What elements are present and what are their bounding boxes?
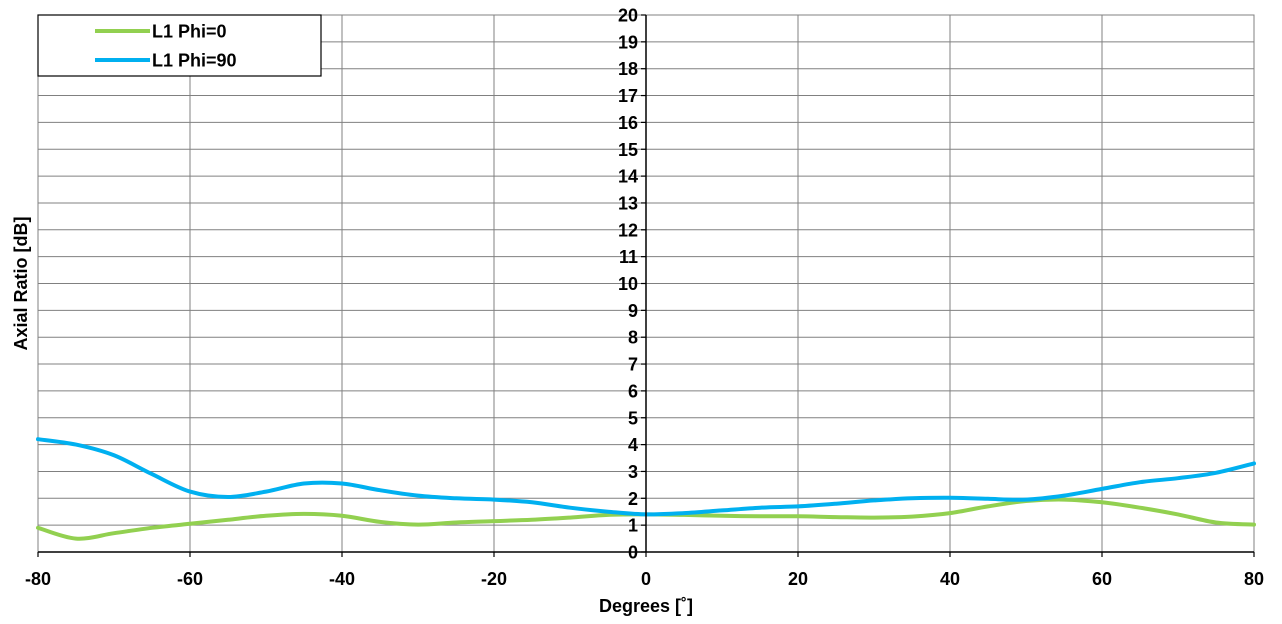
x-tick-label: 60 [1092, 569, 1112, 589]
y-tick-label: 4 [628, 435, 638, 455]
y-tick-label: 19 [618, 32, 638, 52]
y-tick-label: 5 [628, 408, 638, 428]
legend-label-phi0: L1 Phi=0 [152, 22, 227, 42]
y-tick-label: 14 [618, 167, 638, 187]
x-axis-title: Degrees [˚] [599, 596, 693, 616]
y-tick-label: 3 [628, 462, 638, 482]
y-tick-label: 1 [628, 516, 638, 536]
legend-box [37, 14, 322, 77]
y-tick-label: 20 [618, 6, 638, 26]
legend: L1 Phi=0 L1 Phi=90 [37, 14, 322, 77]
y-axis-title: Axial Ratio [dB] [11, 216, 31, 350]
x-tick-label: 80 [1244, 569, 1264, 589]
y-tick-label: 10 [618, 274, 638, 294]
x-tick-label: 0 [641, 569, 651, 589]
y-tick-label: 13 [618, 193, 638, 213]
y-tick-label: 11 [619, 247, 638, 267]
y-tick-label: 18 [618, 59, 638, 79]
y-tick-label: 16 [618, 113, 638, 133]
x-tick-label: -20 [481, 569, 507, 589]
y-tick-label: 9 [628, 301, 638, 321]
x-tick-label: -80 [25, 569, 51, 589]
y-tick-label: 6 [628, 381, 638, 401]
x-tick-label: -60 [177, 569, 203, 589]
y-tick-label: 17 [618, 86, 638, 106]
y-tick-label: 12 [618, 220, 638, 240]
x-tick-label: -40 [329, 569, 355, 589]
y-tick-label: 15 [618, 140, 638, 160]
y-tick-label: 2 [628, 489, 638, 509]
y-tick-label: 7 [628, 355, 638, 375]
y-tick-label: 8 [628, 328, 638, 348]
legend-label-phi90: L1 Phi=90 [152, 51, 237, 71]
y-tick-label: 0 [628, 543, 638, 563]
x-tick-label: 20 [788, 569, 808, 589]
x-tick-label: 40 [940, 569, 960, 589]
